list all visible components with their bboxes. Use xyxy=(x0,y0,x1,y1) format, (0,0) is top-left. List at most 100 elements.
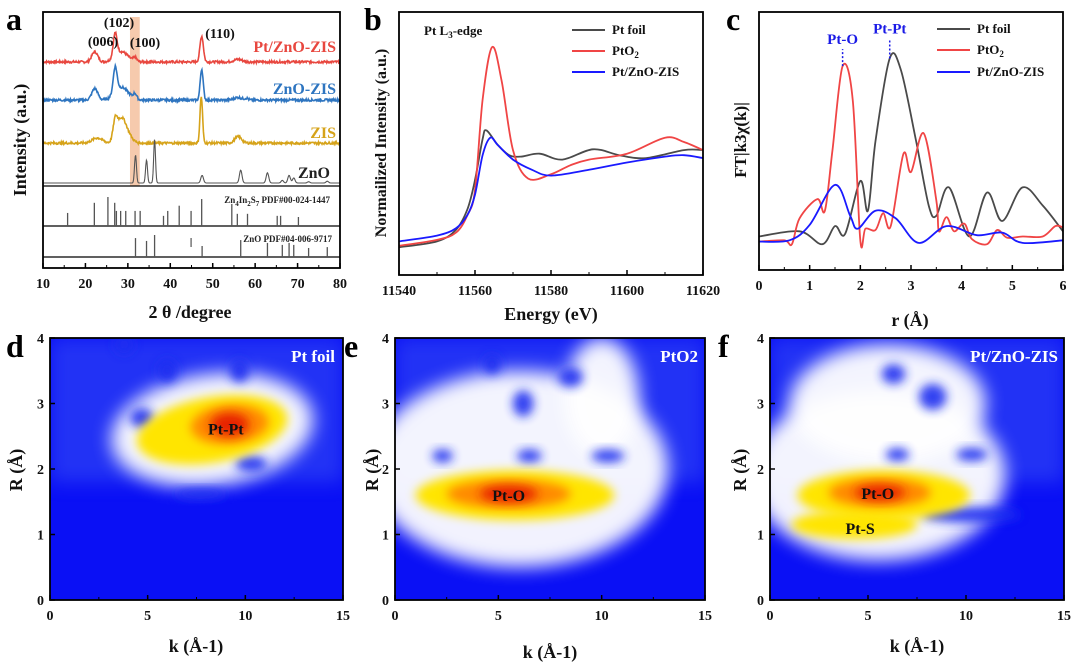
x-tick-label: 15 xyxy=(1057,609,1071,624)
x-tick-label: 40 xyxy=(163,277,177,292)
y-tick-label: 0 xyxy=(382,594,389,609)
wt-f-y-label: R (Å) xyxy=(730,449,751,492)
heatmap-minimum xyxy=(956,448,988,462)
x-tick-label: 11560 xyxy=(458,284,492,299)
legend-label-pt-foil: Pt foil xyxy=(977,21,1011,36)
x-tick-label: 11620 xyxy=(686,284,720,299)
y-tick-label: 4 xyxy=(37,332,44,347)
y-tick-label: 0 xyxy=(757,594,764,609)
y-tick-label: 4 xyxy=(757,332,764,347)
y-tick-label: 3 xyxy=(382,398,389,413)
legend-label-pt-zno-zis: Pt/ZnO-ZIS xyxy=(977,64,1044,79)
heatmap-minimum xyxy=(558,367,584,388)
heatmap-minimum xyxy=(885,448,910,462)
xrd-x-label: 2 θ /degree xyxy=(148,302,231,322)
plot-frame-e xyxy=(394,337,706,601)
legend-label-pt-foil: Pt foil xyxy=(612,22,646,37)
x-tick-label: 15 xyxy=(698,609,712,624)
x-tick-label: 3 xyxy=(908,279,915,294)
heatmap-level-yellow xyxy=(791,510,918,540)
heatmap-peak xyxy=(210,412,250,437)
xanes-title: Pt L3-edge xyxy=(424,23,483,40)
series-line-pt-zno-zis xyxy=(758,184,1064,245)
x-tick-label: 11600 xyxy=(610,284,644,299)
x-tick-label: 10 xyxy=(959,609,973,624)
y-tick-label: 2 xyxy=(37,463,44,478)
feature-label: Pt-S xyxy=(845,521,874,538)
xrd-series-zno-zis xyxy=(42,62,341,105)
heatmap-halo xyxy=(789,344,986,463)
peak-label-100: (100) xyxy=(130,36,161,51)
series-label-zis: ZIS xyxy=(310,125,336,142)
ft-y-label: FT|k3χ(k)| xyxy=(731,102,750,178)
x-tick-label: 10 xyxy=(595,609,609,624)
x-tick-label: 11540 xyxy=(382,284,416,299)
x-tick-label: 80 xyxy=(333,277,347,292)
panel-letter-a: a xyxy=(6,1,22,37)
feature-label: Pt-Pt xyxy=(208,421,244,438)
heatmap-peak xyxy=(479,485,538,503)
heatmap-halo xyxy=(564,338,639,456)
series-label-pt-zno-zis: Pt/ZnO-ZIS xyxy=(253,39,336,56)
x-tick-label: 5 xyxy=(495,609,502,624)
y-tick-label: 0 xyxy=(37,594,44,609)
wavelet-heatmap-f xyxy=(770,338,1064,600)
heatmap-minimum xyxy=(483,354,501,375)
wavelet-heatmap-e xyxy=(395,338,705,600)
xanes-x-label: Energy (eV) xyxy=(504,304,597,325)
y-tick-label: 3 xyxy=(757,398,764,413)
x-tick-label: 0 xyxy=(767,609,774,624)
feature-label: Pt-O xyxy=(492,488,525,505)
x-tick-label: 2 xyxy=(857,279,864,294)
plot-frame-d xyxy=(49,337,344,601)
wt-f-title: Pt/ZnO-ZIS xyxy=(970,347,1058,366)
panel-letter-b: b xyxy=(364,1,382,37)
annotation-label: Pt-Pt xyxy=(873,21,906,37)
x-tick-label: 15 xyxy=(336,609,350,624)
x-tick-label: 0 xyxy=(756,279,763,294)
x-tick-label: 20 xyxy=(78,277,92,292)
panel-letter-e: e xyxy=(344,328,358,364)
highlight-band xyxy=(129,17,140,186)
x-tick-label: 60 xyxy=(248,277,262,292)
series-line-pt-foil xyxy=(758,52,1064,246)
y-tick-label: 4 xyxy=(382,332,389,347)
x-tick-label: 10 xyxy=(36,277,50,292)
wt-e-x-label: k (Å-1) xyxy=(523,642,578,663)
plot-frame-a xyxy=(42,11,341,269)
y-tick-label: 3 xyxy=(37,398,44,413)
heatmap-minimum xyxy=(157,358,177,383)
heatmap-minimum xyxy=(591,449,625,463)
wt-d-y-label: R (Å) xyxy=(6,449,27,492)
annotation-label: Pt-O xyxy=(827,32,858,48)
heatmap-minimum xyxy=(175,488,226,500)
x-tick-label: 50 xyxy=(206,277,220,292)
heatmap-minimum xyxy=(512,390,534,417)
x-tick-label: 5 xyxy=(865,609,872,624)
series-label-zno-zis: ZnO-ZIS xyxy=(273,81,336,98)
xrd-series-zno xyxy=(43,139,340,184)
y-tick-label: 2 xyxy=(757,463,764,478)
legend-label-pt-zno-zis: Pt/ZnO-ZIS xyxy=(612,64,679,79)
wt-d-x-label: k (Å-1) xyxy=(169,636,224,657)
heatmap-minimum xyxy=(881,364,906,384)
wt-f-x-label: k (Å-1) xyxy=(890,636,945,657)
series-label-zno: ZnO xyxy=(298,165,330,182)
peak-label-110: (110) xyxy=(205,27,235,42)
x-tick-label: 1 xyxy=(806,279,813,294)
xanes-y-label: Normailized Intensity (a.u.) xyxy=(373,49,390,237)
wt-e-y-label: R (Å) xyxy=(362,449,383,492)
x-tick-label: 70 xyxy=(291,277,305,292)
ft-x-label: r (Å) xyxy=(891,310,928,331)
series-line-pt-foil xyxy=(398,129,704,249)
heatmap-minimum xyxy=(516,449,542,463)
wt-e-title: PtO2 xyxy=(660,347,698,366)
heatmap-minimum xyxy=(432,449,453,463)
panel-letter-d: d xyxy=(6,328,24,364)
wavelet-heatmap-d xyxy=(50,338,343,600)
peak-label-006: (006) xyxy=(88,35,119,50)
series-line-pt-zno-zis xyxy=(398,136,704,243)
reference-label-zn4in2s7: Zn4In2S7 PDF#00-024-1447 xyxy=(224,195,330,208)
plot-frame-f xyxy=(769,337,1065,601)
x-tick-label: 0 xyxy=(392,609,399,624)
